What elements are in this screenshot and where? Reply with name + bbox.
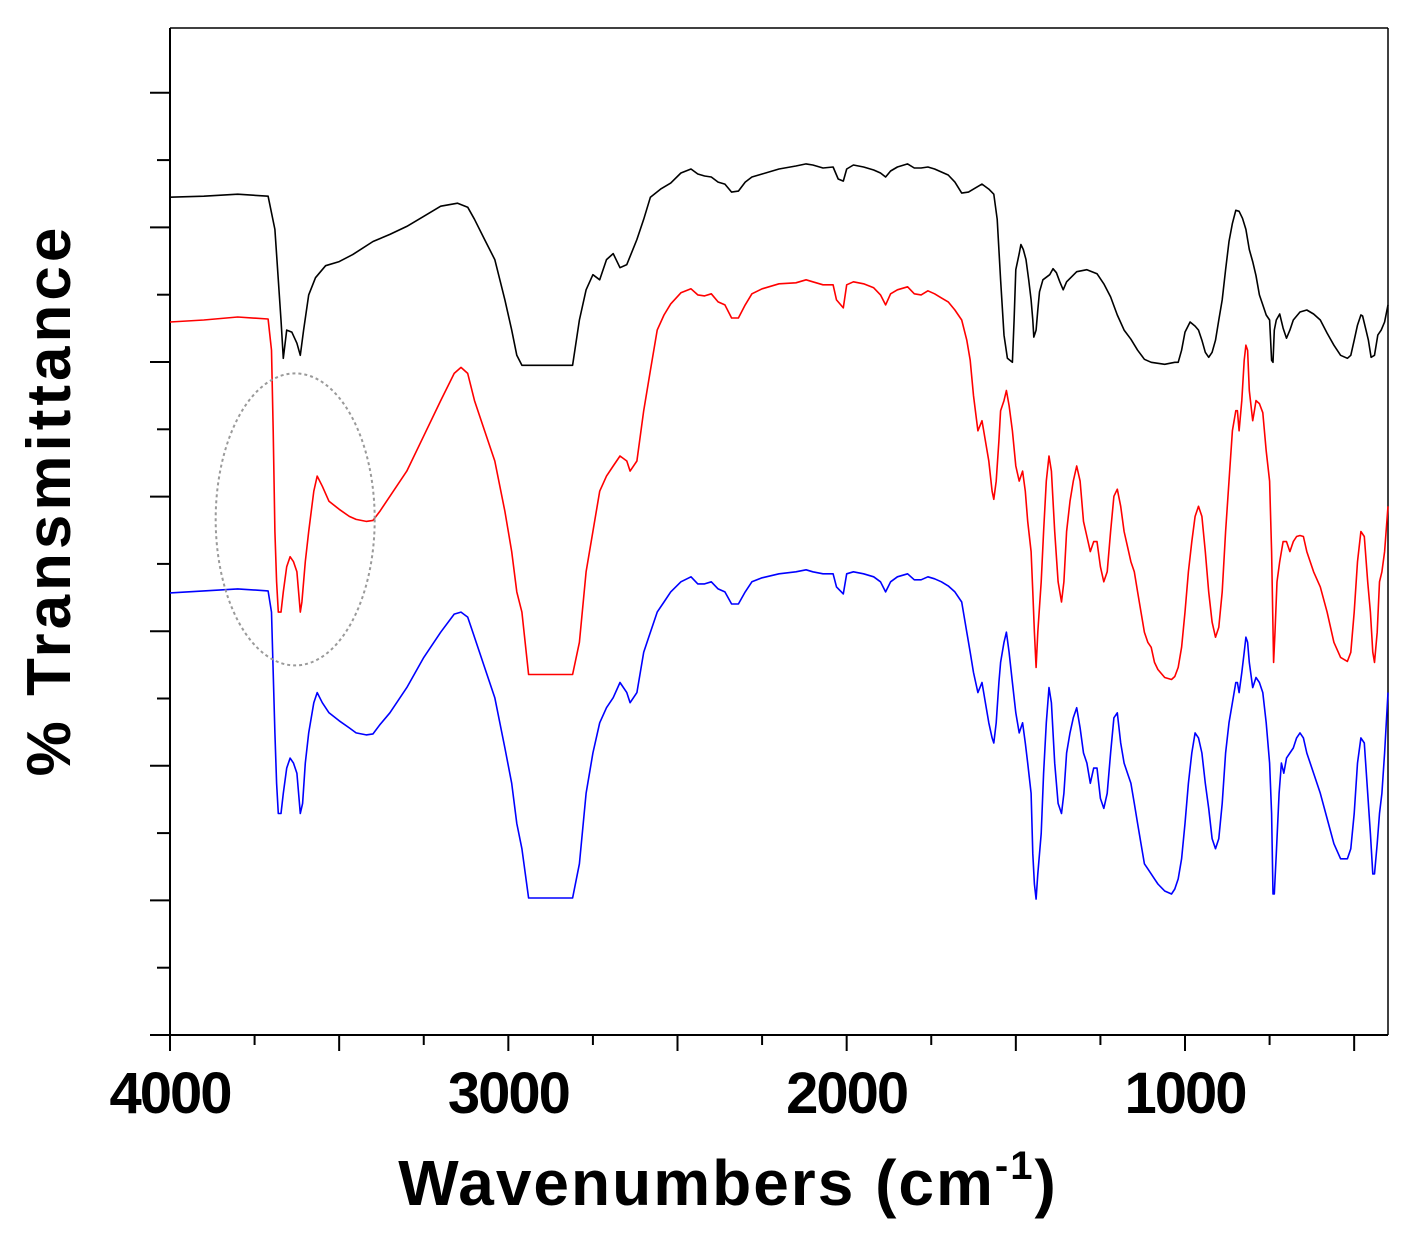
x-tick-label: 1000 [1124,1061,1245,1126]
annotations [214,372,376,667]
series-line-2 [169,278,1389,681]
plot-frame [169,27,1389,1036]
x-axis-ticks [169,1035,1356,1051]
x-axis-title-superscript: -1 [995,1144,1035,1188]
series-line-1 [169,163,1389,367]
y-axis-ticks [150,91,170,1036]
spectra-series [169,163,1389,900]
x-tick-label: 3000 [448,1061,569,1126]
x-tick-labels: 4000 3000 2000 1000 [109,1061,1247,1126]
highlight-circle [214,372,376,667]
x-tick-label: 2000 [786,1061,907,1126]
series-line-3 [169,568,1389,900]
x-axis-title-close: ) [1034,1147,1057,1219]
x-tick-label: 4000 [109,1061,230,1126]
x-axis-title: Wavenumbers (cm-1) [398,1144,1058,1219]
y-axis-title: % Transmittance [15,224,84,777]
x-axis-title-main: Wavenumbers (cm [398,1147,995,1219]
